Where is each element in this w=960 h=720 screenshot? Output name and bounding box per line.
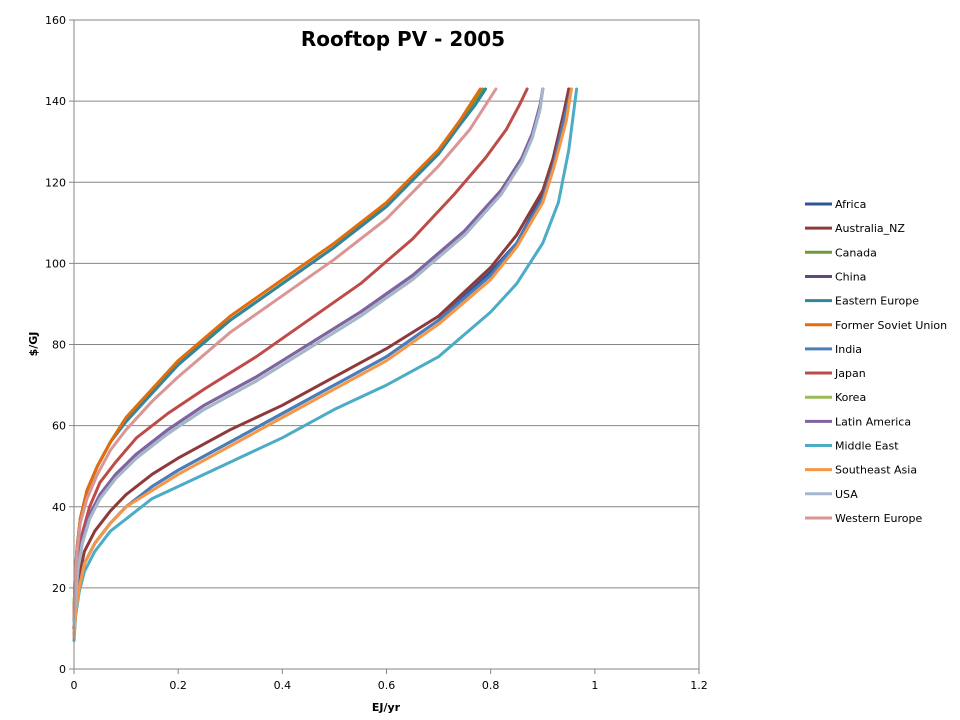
y-tick-label: 20	[52, 582, 66, 595]
y-tick-label: 80	[52, 339, 66, 352]
legend-label: Africa	[835, 198, 866, 211]
series-layer	[72, 87, 579, 643]
y-tick-label: 60	[52, 420, 66, 433]
legend-label: Former Soviet Union	[835, 319, 947, 332]
legend-label: USA	[835, 488, 858, 501]
x-tick-label: 1.2	[690, 679, 708, 692]
x-axis: 0 0.2 0.4 0.6 0.8 1 1.2	[71, 669, 708, 692]
x-tick-label: 1	[591, 679, 598, 692]
series-line-7	[72, 87, 529, 618]
series-line-1	[72, 87, 571, 630]
legend-label: Korea	[835, 391, 866, 404]
x-tick-label: 0.2	[169, 679, 187, 692]
legend-label: Eastern Europe	[835, 295, 919, 308]
y-tick-label: 160	[45, 14, 66, 27]
legend-label: Middle East	[835, 440, 899, 453]
y-axis: 0 20 40 60 80 100 120 140 160	[45, 14, 74, 676]
x-tick-label: 0.6	[378, 679, 396, 692]
legend-label: Southeast Asia	[835, 464, 917, 477]
legend-label: Australia_NZ	[835, 222, 905, 235]
y-tick-label: 120	[45, 176, 66, 189]
y-tick-label: 140	[45, 95, 66, 108]
legend-label: India	[835, 343, 862, 356]
x-tick-label: 0.4	[274, 679, 292, 692]
legend-label: China	[835, 270, 866, 283]
x-tick-label: 0	[71, 679, 78, 692]
series-line-11	[72, 87, 573, 638]
legend-label: Western Europe	[835, 512, 923, 525]
legend: Africa Australia_NZ Canada China Eastern Eur…	[805, 198, 947, 525]
y-tick-label: 0	[59, 663, 66, 676]
x-tick-label: 0.8	[482, 679, 500, 692]
series-line-10	[72, 87, 579, 643]
y-axis-title: $/GJ	[27, 332, 40, 357]
chart-title: Rooftop PV - 2005	[301, 27, 505, 51]
legend-label: Canada	[835, 246, 877, 259]
x-axis-title: EJ/yr	[372, 701, 401, 714]
legend-label: Japan	[834, 367, 866, 380]
series-line-13	[72, 87, 498, 618]
y-tick-label: 100	[45, 257, 66, 270]
legend-label: Latin America	[835, 415, 911, 428]
series-line-12	[72, 87, 545, 626]
y-tick-label: 40	[52, 501, 66, 514]
